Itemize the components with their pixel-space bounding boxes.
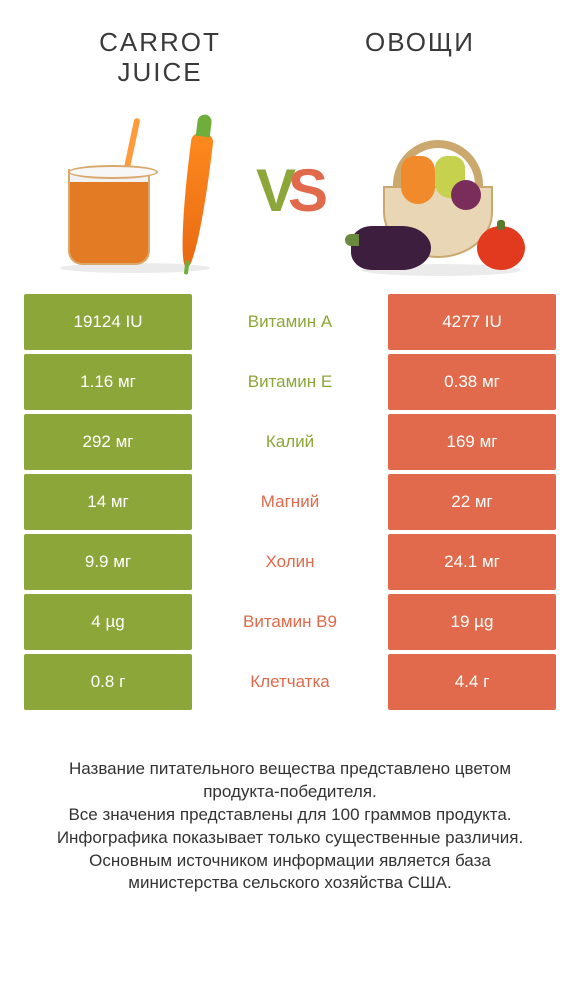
cell-label: Калий — [192, 414, 388, 470]
footer-line-4: Основным источником информации является … — [32, 850, 548, 896]
hero-row: V S — [0, 98, 580, 294]
cell-label: Витамин B9 — [192, 594, 388, 650]
vegetables-illustration — [350, 106, 530, 276]
table-row: 19124 IUВитамин A4277 IU — [24, 294, 556, 350]
cell-left: 14 мг — [24, 474, 192, 530]
footer-line-3: Инфографика показывает только существенн… — [32, 827, 548, 850]
vs-v: V — [256, 161, 292, 221]
footer-note: Название питательного вещества представл… — [0, 714, 580, 896]
cell-right: 4.4 г — [388, 654, 556, 710]
table-row: 14 мгМагний22 мг — [24, 474, 556, 530]
cell-label: Витамин E — [192, 354, 388, 410]
table-row: 4 µgВитамин B919 µg — [24, 594, 556, 650]
cell-left: 1.16 мг — [24, 354, 192, 410]
footer-line-2: Все значения представлены для 100 граммо… — [32, 804, 548, 827]
table-row: 0.8 гКлетчатка4.4 г — [24, 654, 556, 710]
cell-right: 22 мг — [388, 474, 556, 530]
cell-left: 4 µg — [24, 594, 192, 650]
cell-right: 19 µg — [388, 594, 556, 650]
cell-left: 0.8 г — [24, 654, 192, 710]
table-row: 1.16 мгВитамин E0.38 мг — [24, 354, 556, 410]
cell-right: 0.38 мг — [388, 354, 556, 410]
cell-right: 24.1 мг — [388, 534, 556, 590]
table-row: 9.9 мгХолин24.1 мг — [24, 534, 556, 590]
cell-label: Витамин A — [192, 294, 388, 350]
footer-line-1: Название питательного вещества представл… — [32, 758, 548, 804]
cell-right: 4277 IU — [388, 294, 556, 350]
cell-right: 169 мг — [388, 414, 556, 470]
cell-left: 19124 IU — [24, 294, 192, 350]
cell-left: 9.9 мг — [24, 534, 192, 590]
carrot-juice-illustration — [50, 106, 230, 276]
vs-s: S — [288, 161, 324, 221]
vs-label: V S — [256, 161, 324, 221]
comparison-table: 19124 IUВитамин A4277 IU1.16 мгВитамин E… — [0, 294, 580, 710]
title-right: ОВОЩИ — [320, 28, 520, 58]
cell-label: Магний — [192, 474, 388, 530]
cell-label: Клетчатка — [192, 654, 388, 710]
cell-label: Холин — [192, 534, 388, 590]
title-left: CARROT JUICE — [60, 28, 260, 88]
cell-left: 292 мг — [24, 414, 192, 470]
table-row: 292 мгКалий169 мг — [24, 414, 556, 470]
header: CARROT JUICE ОВОЩИ — [0, 0, 580, 98]
